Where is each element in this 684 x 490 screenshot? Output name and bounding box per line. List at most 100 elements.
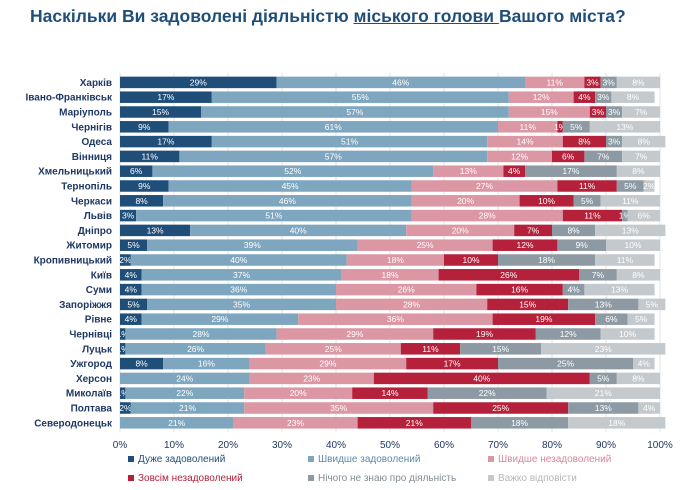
bar-segment — [120, 224, 191, 237]
bar-segment — [120, 135, 212, 148]
data-label: 35% — [233, 299, 250, 309]
data-label: 8% — [135, 196, 148, 206]
data-label: 4% — [125, 285, 138, 295]
bar-segment — [552, 150, 585, 163]
bar-segment — [211, 135, 488, 148]
bar-segment — [606, 135, 623, 148]
data-label: 12% — [533, 92, 550, 102]
data-label: 4% — [578, 92, 591, 102]
bar-segment — [168, 121, 498, 133]
bar-segment — [568, 417, 666, 429]
bar-segment — [130, 254, 347, 266]
bar-segment — [573, 195, 601, 207]
bar-segment — [168, 180, 412, 192]
data-label: 40% — [230, 255, 247, 265]
bar-segment — [643, 180, 655, 192]
bar-segment — [487, 150, 552, 163]
x-tick-label: 40% — [326, 440, 346, 451]
data-label: 15% — [519, 299, 536, 309]
bar-segment — [600, 76, 617, 89]
bar-segment — [616, 180, 644, 192]
bar-segment — [427, 387, 547, 399]
data-label: 12% — [516, 240, 533, 250]
bar-segment — [130, 402, 245, 414]
category-label: Суми — [86, 285, 112, 296]
bar-segment — [265, 343, 401, 355]
bar-segment — [120, 254, 131, 266]
data-label: 8% — [632, 373, 645, 383]
category-label: Харків — [80, 78, 112, 89]
data-label: 17% — [157, 137, 174, 147]
data-label: 25% — [417, 240, 434, 250]
bar-segment — [492, 313, 596, 325]
bar-segment — [120, 269, 142, 281]
data-label: 8% — [627, 92, 640, 102]
data-label: 29% — [319, 359, 336, 369]
bar-segment — [557, 239, 606, 251]
bar-segment — [460, 343, 542, 355]
bar-segment — [487, 298, 569, 311]
bar-segment — [622, 135, 666, 148]
category-label: Чернігів — [71, 122, 112, 133]
data-label: 23% — [287, 418, 304, 428]
bar-segment — [433, 165, 504, 177]
data-label: 26% — [398, 285, 415, 295]
data-label: 9% — [576, 240, 589, 250]
bar-segment — [508, 91, 574, 103]
x-tick-label: 70% — [488, 440, 508, 451]
bar-segment — [120, 417, 234, 429]
bar-segment — [584, 283, 655, 296]
bar-segment — [627, 313, 655, 325]
bar-segment — [152, 165, 434, 177]
data-label: 18% — [538, 255, 555, 265]
data-label: 10% — [538, 196, 555, 206]
category-label: Маріуполь — [59, 108, 112, 119]
data-label: 14% — [381, 388, 398, 398]
data-label: 8% — [567, 225, 580, 235]
bar-segment — [562, 121, 590, 133]
bar-segment — [557, 180, 617, 192]
data-label: 4% — [125, 270, 138, 280]
bar-segment — [400, 343, 461, 355]
data-label: 25% — [325, 344, 342, 354]
data-label: 11% — [422, 344, 439, 354]
bar-segment — [120, 195, 164, 207]
data-label: 24% — [176, 373, 193, 383]
bar-segment — [411, 195, 520, 207]
data-label: 17% — [562, 166, 579, 176]
data-label: 4% — [567, 285, 580, 295]
data-label: 6% — [605, 314, 618, 324]
data-label: 28% — [192, 329, 209, 339]
bar-segment — [411, 209, 563, 222]
bar-segment — [622, 209, 628, 222]
data-label: 5% — [635, 314, 648, 324]
data-label: 7% — [635, 107, 648, 117]
bar-segment — [557, 121, 563, 133]
bar-segment — [579, 269, 617, 281]
category-label: Житомир — [65, 241, 112, 252]
bar-segment — [120, 76, 277, 89]
data-label: 15% — [541, 107, 558, 117]
category-label: Рівне — [85, 315, 113, 326]
bar-segment — [627, 209, 660, 222]
bar-segment — [120, 209, 137, 222]
data-label: 39% — [244, 240, 261, 250]
data-label: 26% — [187, 344, 204, 354]
data-label: 21% — [406, 418, 423, 428]
data-label: 20% — [290, 388, 307, 398]
data-label: 11% — [579, 181, 596, 191]
legend-swatch — [308, 475, 314, 481]
data-label: 21% — [179, 403, 196, 413]
data-label: 1% — [554, 122, 567, 132]
bar-segment — [616, 165, 660, 177]
bar-segment — [508, 106, 590, 118]
data-label: 5% — [127, 240, 140, 250]
bar-segment — [535, 328, 601, 340]
bar-segment — [562, 209, 623, 222]
data-label: 8% — [632, 166, 645, 176]
data-label: 3% — [122, 211, 135, 221]
category-label: Кропивницький — [34, 256, 112, 267]
bar-segment — [622, 150, 660, 163]
data-label: 1% — [117, 329, 130, 339]
